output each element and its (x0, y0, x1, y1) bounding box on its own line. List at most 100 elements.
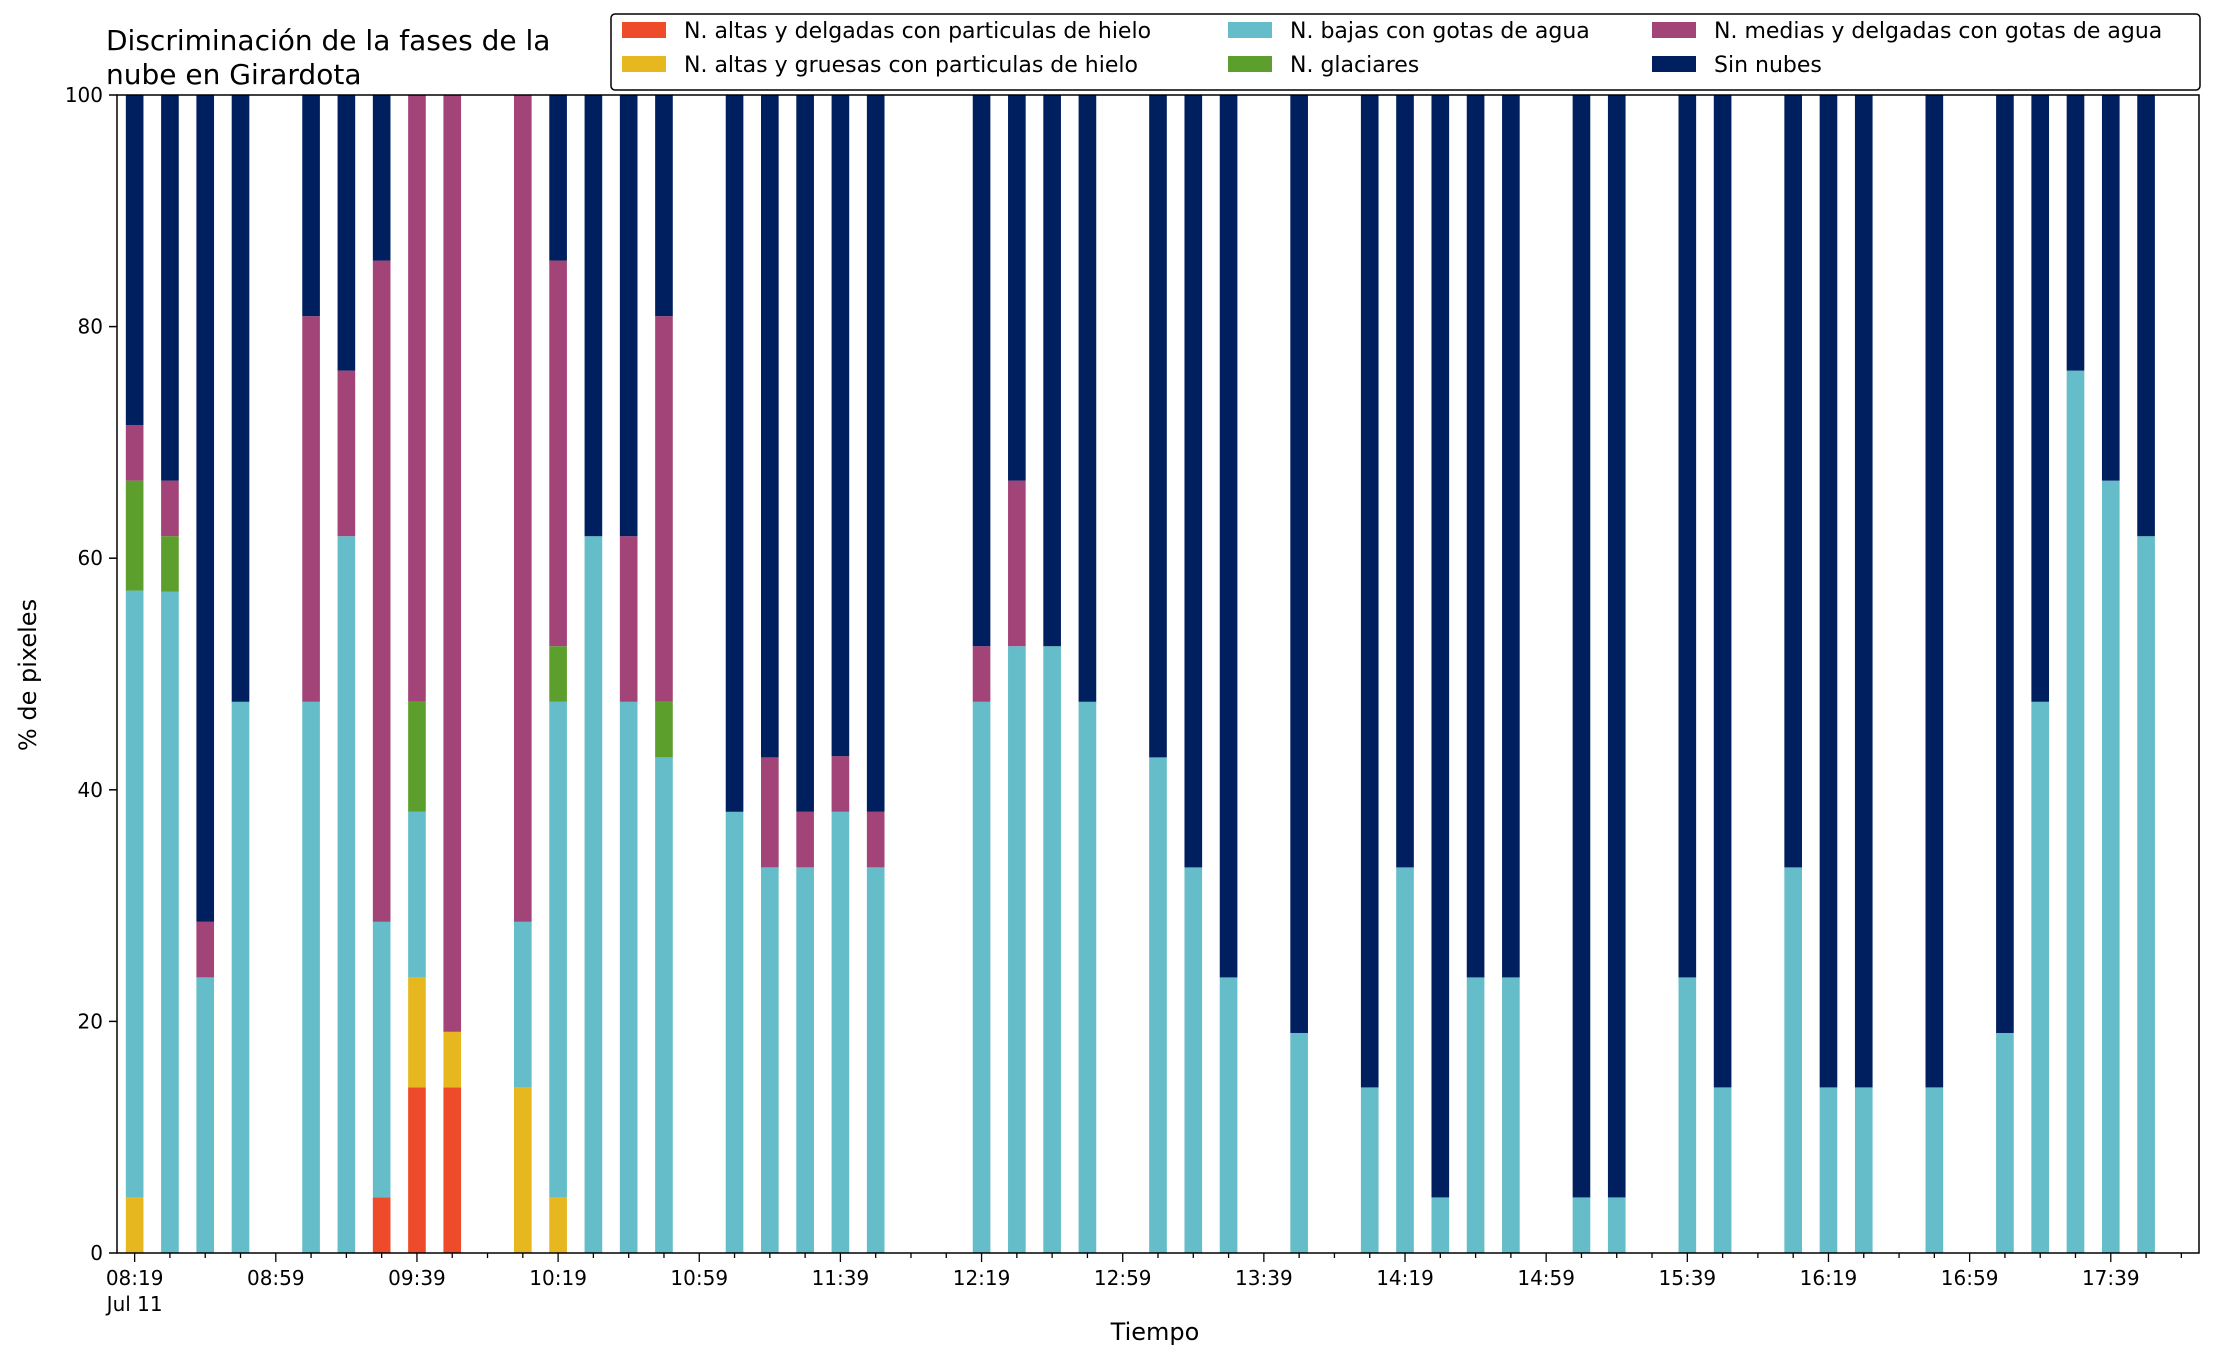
bar-36-sin_nubes (1784, 95, 1802, 868)
bar-19-media_agua (972, 646, 991, 702)
bar-16-media_agua (796, 811, 814, 868)
bar-27-sin_nubes (1360, 95, 1379, 1088)
bar-26-sin_nubes (1290, 95, 1308, 1033)
legend-swatch-alta_delgada (622, 22, 666, 38)
legend-swatch-glaciar (1228, 56, 1272, 72)
bar-0-media_agua (125, 425, 144, 481)
bar-18-sin_nubes (866, 95, 885, 812)
bar-7-glaciar (408, 701, 426, 812)
bar-10-alta_gruesa (549, 1197, 567, 1253)
bar-10-baja_agua (549, 701, 567, 1198)
x-tick-label: 10:59 (670, 1266, 728, 1290)
bar-42-baja_agua (2066, 370, 2085, 1254)
chart-title-line-2: nube en Girardota (106, 58, 361, 91)
bar-1-sin_nubes (161, 95, 179, 481)
bar-38-sin_nubes (1854, 95, 1873, 1088)
legend-label-glaciar: N. glaciares (1290, 53, 1419, 78)
bar-24-sin_nubes (1184, 95, 1203, 868)
y-tick-label: 60 (78, 546, 103, 570)
bar-34-sin_nubes (1678, 95, 1697, 978)
bar-31-baja_agua (1502, 977, 1520, 1253)
x-tick-label: 12:19 (953, 1266, 1011, 1290)
x-tick-label: 15:39 (1659, 1266, 1717, 1290)
bar-20-media_agua (1008, 480, 1026, 647)
bar-36-baja_agua (1784, 867, 1802, 1253)
bar-5-baja_agua (337, 536, 356, 1253)
bar-13-baja_agua (655, 757, 673, 1253)
bar-25-baja_agua (1219, 977, 1238, 1253)
legend-swatch-baja_agua (1228, 22, 1272, 38)
bar-0-glaciar (125, 480, 144, 591)
y-tick-label: 20 (78, 1009, 103, 1033)
bar-17-media_agua (831, 756, 850, 812)
bar-33-sin_nubes (1607, 95, 1626, 1198)
bar-9-baja_agua (513, 921, 532, 1088)
bar-25-sin_nubes (1219, 95, 1238, 978)
bar-7-alta_gruesa (408, 977, 426, 1088)
bar-12-baja_agua (619, 701, 638, 1253)
bar-12-sin_nubes (619, 95, 638, 537)
bar-24-baja_agua (1184, 867, 1203, 1253)
x-axis-ticks: 08:19 08:59 09:39 10:19 10:59 11:39 12:19 12:59… (105, 1253, 2183, 1316)
legend-swatch-sin_nubes (1652, 56, 1696, 72)
bar-20-baja_agua (1008, 646, 1026, 1253)
bar-27-baja_agua (1360, 1087, 1379, 1253)
bar-8-media_agua (443, 95, 462, 1032)
bar-6-sin_nubes (372, 95, 391, 261)
x-tick-label: 08:19 (106, 1266, 164, 1290)
legend-label-sin_nubes: Sin nubes (1714, 53, 1822, 78)
bar-14-sin_nubes (725, 95, 744, 812)
legend-frame (610, 13, 2201, 91)
bar-0-sin_nubes (125, 95, 144, 426)
bar-13-sin_nubes (655, 95, 673, 317)
bar-44-sin_nubes (2137, 95, 2155, 537)
bar-29-baja_agua (1431, 1197, 1450, 1253)
bar-14-baja_agua (725, 811, 744, 1253)
bar-16-baja_agua (796, 867, 814, 1253)
bar-30-baja_agua (1466, 977, 1485, 1253)
bar-22-baja_agua (1078, 701, 1097, 1253)
bar-19-sin_nubes (972, 95, 991, 647)
bar-41-baja_agua (2031, 701, 2050, 1253)
bar-15-media_agua (761, 757, 779, 868)
bar-5-sin_nubes (337, 95, 356, 371)
bar-44-baja_agua (2137, 536, 2155, 1253)
legend-label-media_agua: N. medias y delgadas con gotas de agua (1714, 19, 2162, 44)
bar-18-media_agua (866, 811, 885, 868)
bar-1-baja_agua (161, 591, 179, 1253)
bar-5-media_agua (337, 370, 356, 537)
bar-20-sin_nubes (1008, 95, 1026, 481)
bar-37-sin_nubes (1819, 95, 1838, 1088)
bar-34-baja_agua (1678, 977, 1697, 1253)
bar-0-baja_agua (125, 590, 144, 1198)
bar-33-baja_agua (1607, 1197, 1626, 1253)
bar-35-sin_nubes (1713, 95, 1732, 1088)
bar-29-sin_nubes (1431, 95, 1450, 1198)
x-tick-label: 12:59 (1094, 1266, 1152, 1290)
bar-8-alta_gruesa (443, 1031, 462, 1088)
bar-0-alta_gruesa (125, 1197, 144, 1253)
bar-11-baja_agua (584, 536, 603, 1253)
bar-37-baja_agua (1819, 1087, 1838, 1253)
bar-16-sin_nubes (796, 95, 814, 812)
bar-13-glaciar (655, 701, 673, 758)
bar-35-baja_agua (1713, 1087, 1732, 1253)
bar-32-baja_agua (1572, 1197, 1591, 1253)
bar-21-baja_agua (1043, 646, 1061, 1253)
y-tick-label: 100 (65, 83, 103, 107)
x-tick-date: Jul 11 (105, 1292, 163, 1316)
bar-38-baja_agua (1854, 1087, 1873, 1253)
bar-10-media_agua (549, 260, 567, 647)
x-tick-label: 14:19 (1376, 1266, 1434, 1290)
bar-12-media_agua (619, 536, 638, 702)
bar-41-sin_nubes (2031, 95, 2050, 702)
bar-40-sin_nubes (1996, 95, 2014, 1033)
bar-31-sin_nubes (1502, 95, 1520, 978)
bar-17-baja_agua (831, 811, 850, 1253)
bar-2-baja_agua (196, 977, 215, 1253)
legend-label-baja_agua: N. bajas con gotas de agua (1290, 19, 1590, 44)
bar-10-glaciar (549, 646, 567, 702)
x-tick-label: 08:59 (247, 1266, 305, 1290)
